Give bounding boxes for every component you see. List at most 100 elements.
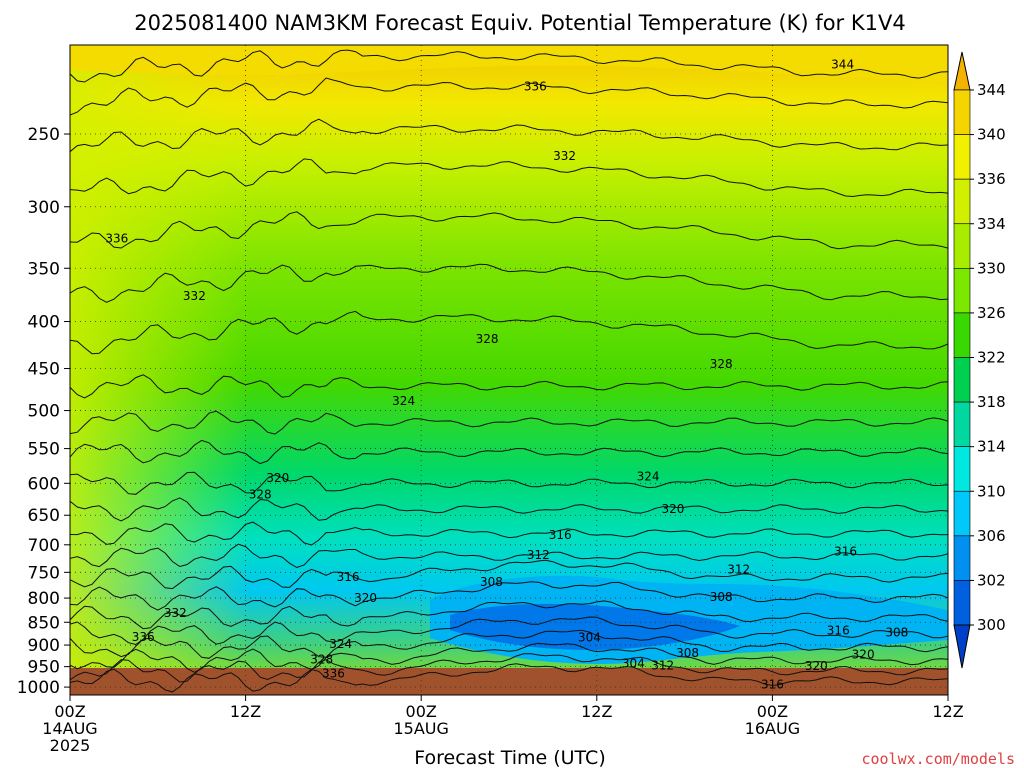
colorbar-label: 318 xyxy=(977,393,1006,411)
contour-label: 336 xyxy=(105,232,128,246)
y-tick-label: 700 xyxy=(28,536,60,556)
contour-line xyxy=(70,497,948,522)
contour-line xyxy=(70,600,948,630)
y-tick-label: 650 xyxy=(28,506,60,526)
contour-label: 320 xyxy=(354,591,377,605)
contour-line xyxy=(70,263,948,303)
colorbar-label: 306 xyxy=(977,527,1006,545)
colorbar-segment xyxy=(953,446,971,492)
x-tick-label-line: 00Z xyxy=(757,702,788,721)
contour-label: 304 xyxy=(578,630,601,644)
contour-line xyxy=(70,616,948,646)
x-tick-label-line: 14AUG xyxy=(42,719,97,738)
x-tick-label: 00Z 15AUG xyxy=(393,702,448,738)
contour-label: 308 xyxy=(710,590,733,604)
contour-label: 312 xyxy=(727,563,750,577)
y-axis: 250 300 350 400 450 500 550 600 650 700 750 800 850 9… xyxy=(17,125,70,698)
colorbar-bottom-arrow xyxy=(953,624,971,669)
x-tick-label-line: 15AUG xyxy=(393,719,448,738)
contour-label: 316 xyxy=(834,545,857,559)
colorbar-segment xyxy=(953,312,971,358)
contour-label: 320 xyxy=(661,502,684,516)
contour-label: 312 xyxy=(651,658,674,672)
contour-label: 332 xyxy=(164,606,187,620)
contour-line xyxy=(70,49,948,83)
contour-label: 316 xyxy=(549,528,572,542)
x-tick-label: 12Z xyxy=(230,702,261,721)
x-axis-title: Forecast Time (UTC) xyxy=(414,747,605,768)
contour-line xyxy=(70,642,948,673)
chart-title: 2025081400 NAM3KM Forecast Equiv. Potent… xyxy=(134,11,905,35)
colorbar-label: 340 xyxy=(977,126,1006,144)
contour-line xyxy=(70,77,948,116)
x-tick-label-line: 16AUG xyxy=(745,719,800,738)
colorbar-segment xyxy=(953,535,971,581)
contour-label: 336 xyxy=(132,630,155,644)
y-tick-label: 400 xyxy=(28,313,60,333)
contour-line xyxy=(70,543,948,569)
contour-label: 320 xyxy=(266,471,289,485)
colorbar-label: 326 xyxy=(977,304,1006,322)
contour-line xyxy=(70,471,948,495)
x-tick-label-line: 12Z xyxy=(230,702,261,721)
contour-line xyxy=(70,158,948,198)
y-tick-label: 1000 xyxy=(17,678,60,698)
contour-line xyxy=(70,559,948,590)
contour-lines xyxy=(70,49,948,693)
colorbar-label: 322 xyxy=(977,349,1006,367)
y-tick-label: 250 xyxy=(28,125,60,145)
x-tick-label-line: 00Z xyxy=(54,702,85,721)
y-tick-label: 900 xyxy=(28,636,60,656)
contour-line xyxy=(70,629,948,659)
x-tick-label-line: 12Z xyxy=(581,702,612,721)
x-tick-label: 00Z 14AUG 2025 xyxy=(42,702,97,755)
colorbar-segment xyxy=(953,580,971,626)
contour-label: 308 xyxy=(885,625,908,639)
y-tick-label: 300 xyxy=(28,198,60,218)
contour-label: 304 xyxy=(622,657,645,671)
contour-label: 328 xyxy=(310,652,333,666)
contour-label: 328 xyxy=(249,487,272,501)
contour-label: 332 xyxy=(553,149,576,163)
contour-label: 320 xyxy=(852,648,875,662)
contour-labels: 3443363323363323283283243243283203203163… xyxy=(105,57,908,691)
contour-label: 308 xyxy=(676,646,699,660)
contour-label: 316 xyxy=(761,677,784,691)
plot-frame xyxy=(69,44,949,696)
contour-label: 316 xyxy=(827,624,850,638)
y-tick-label: 850 xyxy=(28,613,60,633)
contour-line xyxy=(70,410,948,435)
contour-label: 332 xyxy=(183,289,206,303)
x-tick-label: 12Z xyxy=(581,702,612,721)
colorbar-top-arrow xyxy=(953,51,971,91)
y-tick-label: 750 xyxy=(28,563,60,583)
colorbar-segment xyxy=(953,357,971,403)
y-tick-label: 600 xyxy=(28,474,60,494)
contour-label: 324 xyxy=(637,470,660,484)
colorbar-segment xyxy=(953,223,971,269)
colorbar-segment xyxy=(953,134,971,180)
contour-label: 320 xyxy=(805,659,828,673)
contour-label: 344 xyxy=(831,57,854,71)
plot-field xyxy=(70,45,948,695)
colorbar-label: 330 xyxy=(977,259,1006,277)
contour-label: 324 xyxy=(392,394,415,408)
contour-label: 308 xyxy=(480,575,503,589)
contour-line xyxy=(70,211,948,250)
colorbar-segment xyxy=(953,178,971,225)
contour-label: 336 xyxy=(322,667,345,681)
contour-line xyxy=(70,374,948,399)
colorbar-segment xyxy=(953,490,971,537)
contour-line xyxy=(70,439,948,465)
left-warm-region xyxy=(70,45,250,695)
y-tick-label: 450 xyxy=(28,360,60,380)
y-tick-label: 550 xyxy=(28,440,60,460)
y-tick-label: 350 xyxy=(28,259,60,279)
colorbar-label: 302 xyxy=(977,571,1006,589)
contour-label: 328 xyxy=(476,332,499,346)
contour-line xyxy=(70,521,948,546)
contour-label: 328 xyxy=(710,357,733,371)
colorbar-label: 314 xyxy=(977,438,1006,456)
x-tick-label-line: 12Z xyxy=(932,702,963,721)
